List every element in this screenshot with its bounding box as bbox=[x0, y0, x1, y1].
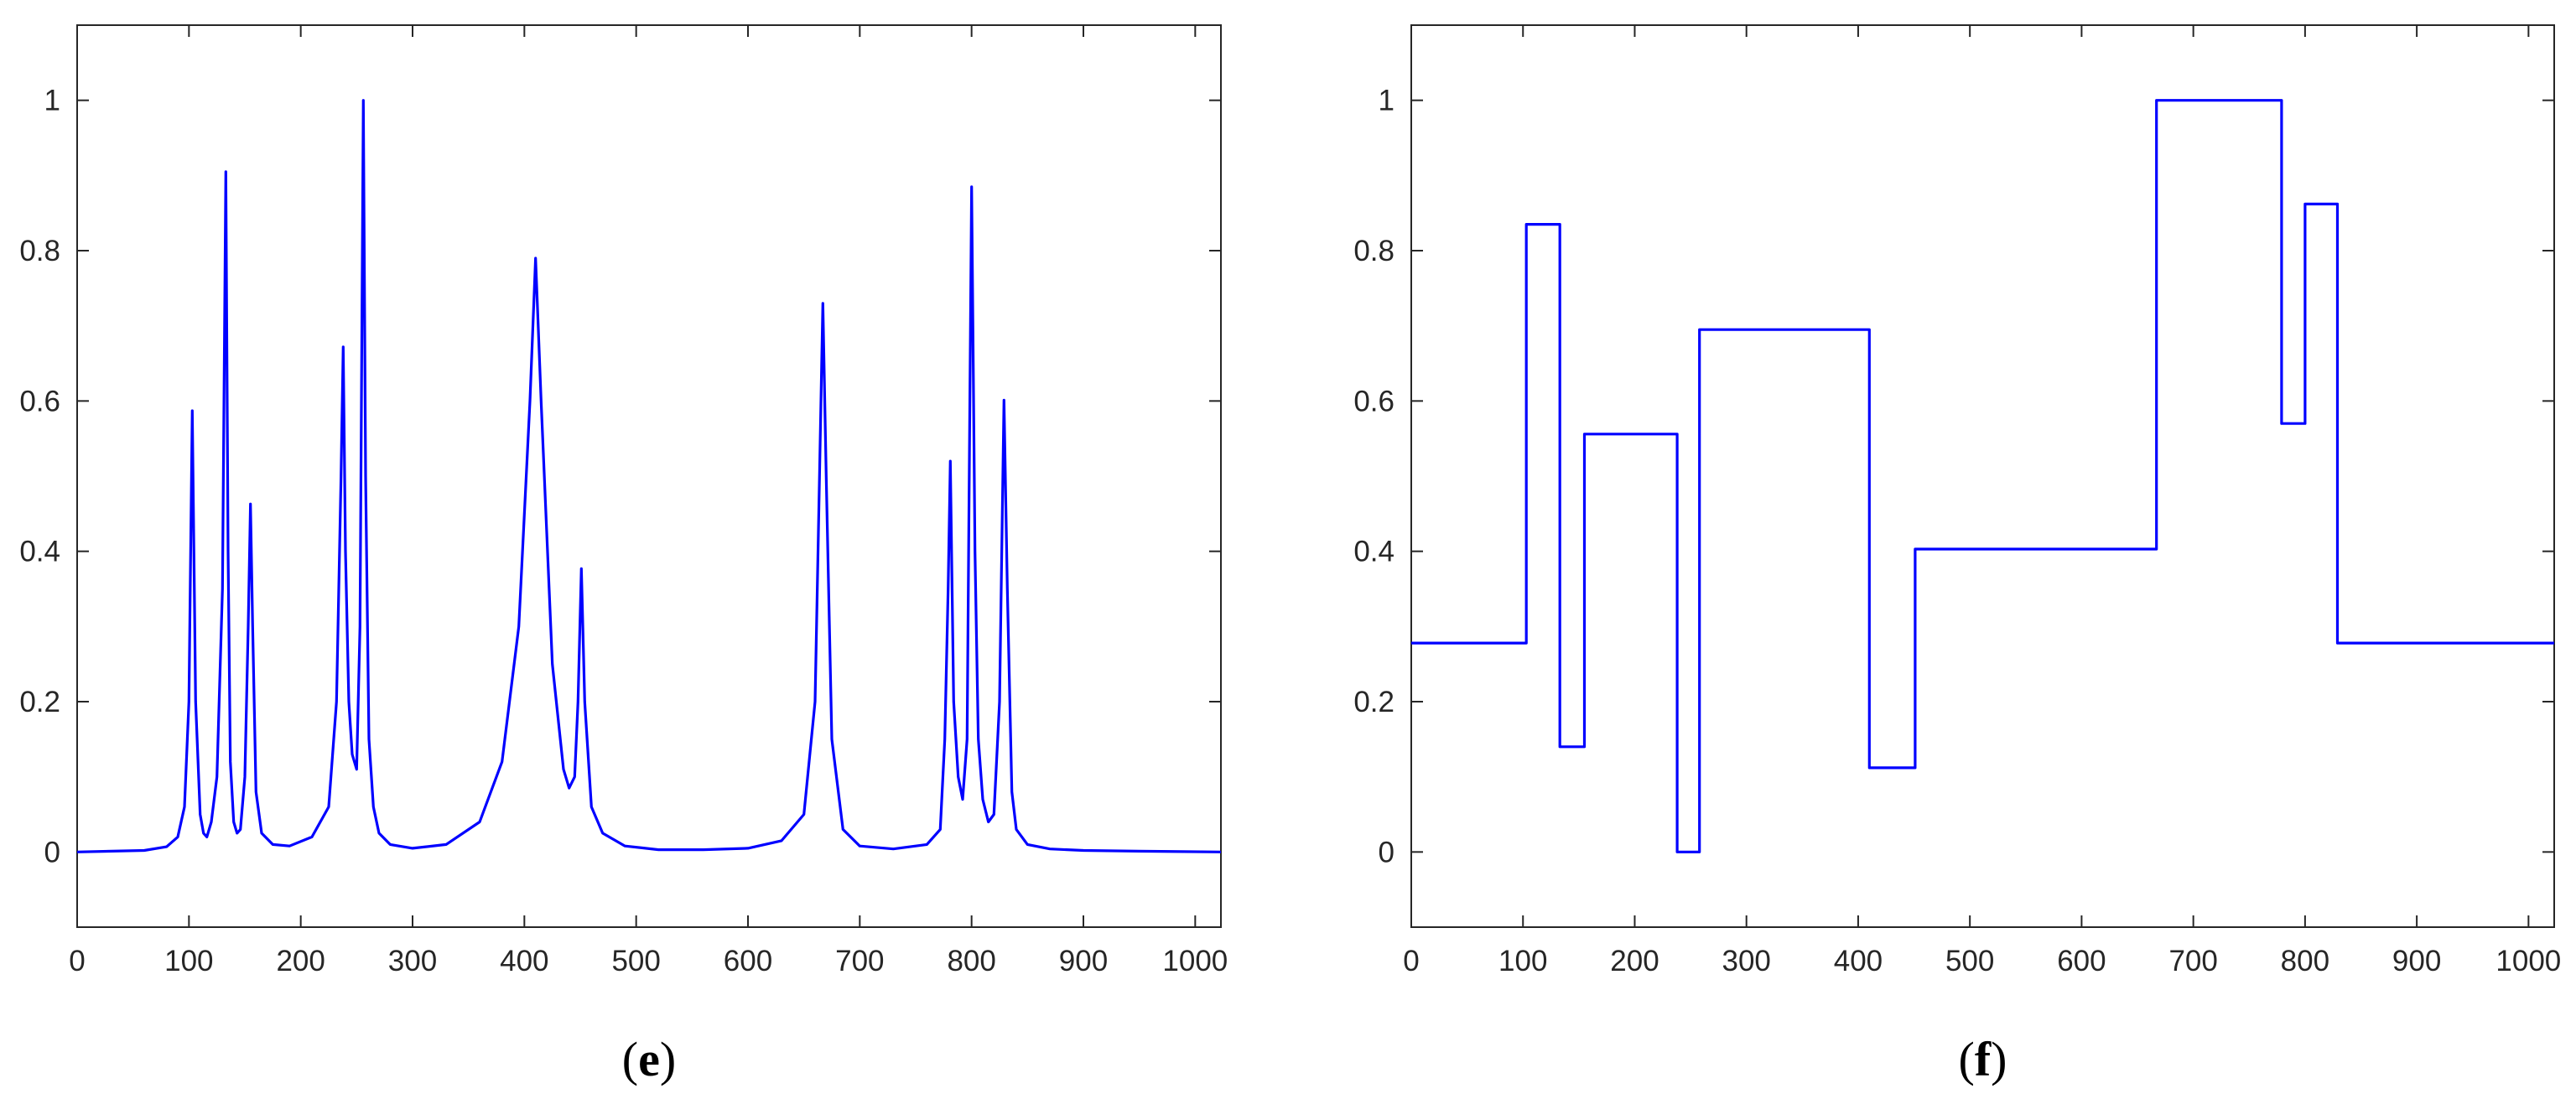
x-tick-label: 300 bbox=[1722, 945, 1771, 977]
x-tick-label: 1000 bbox=[2496, 945, 2561, 977]
y-tick-label: 0.4 bbox=[19, 536, 60, 568]
x-tick-label: 400 bbox=[500, 945, 548, 977]
x-tick-label: 200 bbox=[1610, 945, 1659, 977]
y-tick-label: 0.2 bbox=[1353, 686, 1394, 718]
axes-frame bbox=[1410, 24, 2555, 928]
panel-e: 0 100 200 300 400 500 600 700 800 900 1000 0 0.2 0.4 0… bbox=[19, 24, 1228, 1086]
panel-caption-letter: f bbox=[1975, 1032, 1992, 1086]
x-tick-label: 700 bbox=[2168, 945, 2217, 977]
x-tick-label: 500 bbox=[1945, 945, 1994, 977]
x-tick-label: 500 bbox=[611, 945, 660, 977]
x-tick-label: 900 bbox=[1059, 945, 1108, 977]
y-tick-label: 1 bbox=[1379, 85, 1394, 117]
y-tick-label: 1 bbox=[44, 85, 60, 117]
y-tick-label: 0 bbox=[44, 836, 60, 868]
x-tick-label: 700 bbox=[835, 945, 884, 977]
x-tick-label: 1000 bbox=[1162, 945, 1228, 977]
x-tick-label: 600 bbox=[724, 945, 772, 977]
x-tick-label: 800 bbox=[2281, 945, 2329, 977]
x-tick-label: 300 bbox=[388, 945, 437, 977]
y-tick-label: 0.6 bbox=[1353, 385, 1394, 417]
x-tick-label: 200 bbox=[276, 945, 325, 977]
y-tick-label: 0.8 bbox=[19, 235, 60, 267]
series-line bbox=[1411, 99, 2554, 853]
x-tick-label: 100 bbox=[1498, 945, 1547, 977]
y-tick-label: 0.2 bbox=[19, 686, 60, 718]
x-tick-label: 0 bbox=[69, 945, 85, 977]
panel-caption-letter: e bbox=[638, 1032, 660, 1086]
y-tick-label: 0.8 bbox=[1353, 235, 1394, 267]
x-tick-label: 800 bbox=[947, 945, 995, 977]
x-tick-label: 100 bbox=[164, 945, 213, 977]
axes-frame bbox=[76, 24, 1222, 928]
x-tick-label: 600 bbox=[2057, 945, 2106, 977]
panel-caption: (f) bbox=[1959, 1032, 2007, 1086]
panel-caption: (e) bbox=[622, 1032, 676, 1086]
panel-f: 0 100 200 300 400 500 600 700 800 900 1000 0 0.2 0.4 0… bbox=[1353, 24, 2561, 1086]
y-tick-label: 0.4 bbox=[1353, 536, 1394, 568]
y-tick-label: 0.6 bbox=[19, 385, 60, 417]
series-line bbox=[76, 99, 1222, 853]
y-tick-label: 0 bbox=[1379, 836, 1394, 868]
x-tick-label: 0 bbox=[1403, 945, 1419, 977]
x-tick-label: 900 bbox=[2392, 945, 2441, 977]
x-tick-label: 400 bbox=[1834, 945, 1883, 977]
